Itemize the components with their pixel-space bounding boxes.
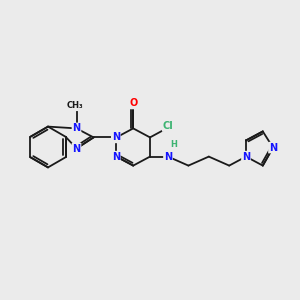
Text: N: N — [112, 132, 120, 142]
Text: N: N — [72, 143, 81, 154]
Text: O: O — [129, 98, 137, 109]
Text: H: H — [170, 140, 177, 149]
Text: N: N — [242, 152, 250, 162]
Text: N: N — [72, 123, 81, 134]
Text: N: N — [164, 152, 172, 162]
Text: N: N — [112, 152, 120, 162]
Text: CH₃: CH₃ — [67, 101, 83, 110]
Text: N: N — [269, 142, 277, 153]
Text: Cl: Cl — [163, 121, 173, 131]
